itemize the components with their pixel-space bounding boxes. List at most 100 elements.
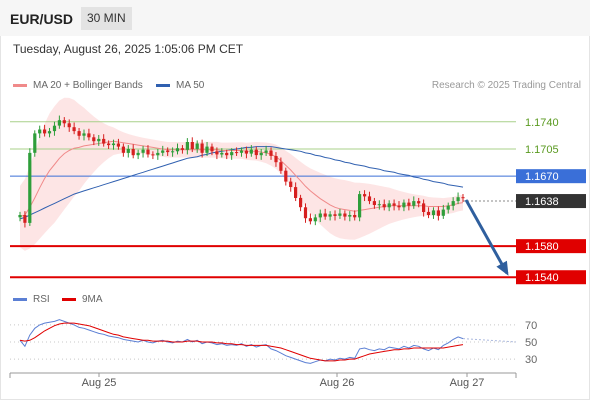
candle-body — [43, 129, 47, 134]
candle-body — [446, 205, 450, 210]
candle-body — [215, 151, 219, 155]
level-label-support-1: 1.1580 — [525, 241, 559, 253]
candle-body — [426, 211, 431, 215]
candle-body — [156, 152, 160, 156]
legend-rsi-ma-label: 9MA — [82, 294, 103, 305]
candle-body — [323, 213, 327, 217]
level-tag-support-1 — [516, 239, 586, 254]
candle-body — [294, 187, 298, 198]
candle-body — [146, 149, 150, 155]
candle-body — [422, 203, 426, 212]
legend-ma50: MA 50 — [156, 80, 204, 91]
candle-body — [431, 210, 436, 216]
rsi-tick-50: 50 — [525, 337, 537, 349]
candle-body — [190, 142, 194, 149]
candle-body — [126, 149, 130, 153]
candle-body — [274, 156, 278, 163]
candle-body — [111, 143, 116, 146]
candle-body — [367, 196, 372, 202]
candle-body — [264, 150, 268, 153]
candle-body — [318, 213, 322, 218]
candle-body — [92, 137, 96, 142]
legend-rsi-ma: 9MA — [62, 294, 103, 305]
x-label-1: Aug 26 — [320, 377, 355, 389]
candle-body — [102, 138, 106, 144]
candle-body — [402, 202, 406, 208]
instrument-title: EUR/USD — [10, 11, 74, 27]
candle-body — [456, 197, 460, 202]
candle-body — [328, 214, 332, 217]
candle-body — [244, 150, 248, 154]
candle-body — [33, 133, 37, 153]
candle-body — [67, 123, 71, 128]
candle-body — [220, 152, 224, 155]
candle-body — [52, 125, 57, 132]
level-label-pivot: 1.1670 — [525, 171, 559, 183]
level-tag-current — [516, 194, 586, 209]
candle-body — [441, 209, 445, 216]
candle-body — [333, 214, 337, 216]
candle-body — [141, 149, 145, 153]
candle-body — [239, 150, 244, 153]
legend-ma20-label: MA 20 + Bollinger Bands — [33, 80, 143, 91]
candle-body — [72, 127, 76, 132]
timeframe-badge[interactable]: 30 MIN — [81, 7, 132, 30]
candle-body — [121, 146, 125, 153]
bollinger-band — [20, 97, 463, 251]
candle-body — [284, 170, 288, 182]
level-label-support-2: 1.1540 — [525, 272, 559, 284]
research-credit: Research © 2025 Trading Central — [431, 80, 581, 91]
candle-body — [259, 152, 263, 156]
level-tag-pivot — [516, 169, 586, 184]
candle-body — [151, 154, 155, 156]
candle-body — [195, 143, 199, 149]
rsi-ma-swatch-icon — [62, 298, 76, 301]
ma50-swatch-icon — [156, 84, 170, 87]
candle-body — [343, 213, 347, 217]
candle-body — [171, 151, 175, 153]
candle-body — [77, 131, 81, 136]
candle-body — [412, 201, 416, 206]
candle-body — [303, 207, 308, 219]
candle-body — [47, 131, 52, 134]
candle-body — [175, 148, 180, 152]
candle-body — [269, 150, 273, 156]
level-label-resistance-2: 1.1740 — [525, 117, 559, 129]
rsi-tick-30: 30 — [525, 354, 537, 366]
candle-body — [372, 201, 376, 205]
candle-body — [107, 143, 111, 146]
candle-body — [116, 143, 120, 147]
candle-body — [279, 162, 283, 171]
candle-body — [363, 194, 367, 197]
candle-body — [166, 150, 170, 153]
chart-header: EUR/USD 30 MIN — [0, 0, 590, 36]
rsi-line — [19, 319, 464, 364]
x-label-2: Aug 27 — [450, 377, 485, 389]
candle-body — [205, 146, 209, 153]
candle-body — [131, 149, 135, 156]
level-label-resistance-1: 1.1705 — [525, 144, 559, 156]
candle-body — [136, 152, 140, 156]
legend-rsi-label: RSI — [33, 294, 50, 305]
rsi-tick-70: 70 — [525, 320, 537, 332]
candle-body — [358, 194, 362, 218]
candle-body — [200, 143, 204, 153]
candle-body — [451, 201, 455, 206]
legend-ma20: MA 20 + Bollinger Bands — [13, 80, 143, 91]
candle-body — [397, 205, 401, 208]
candle-body — [299, 197, 303, 208]
candle-body — [348, 215, 352, 217]
candle-body — [461, 197, 465, 199]
rsi-swatch-icon — [13, 298, 27, 301]
candle-body — [417, 201, 421, 204]
level-tag-support-2 — [516, 270, 586, 285]
chart-datetime: Tuesday, August 26, 2025 1:05:06 PM CET — [13, 42, 244, 56]
candle-body — [313, 217, 317, 222]
candle-body — [377, 204, 381, 206]
forecast-arrow — [464, 199, 509, 274]
level-label-current: 1.1638 — [525, 196, 559, 208]
candle-body — [210, 146, 214, 152]
candle-body — [97, 138, 101, 142]
rsi-ma-line — [19, 322, 464, 362]
